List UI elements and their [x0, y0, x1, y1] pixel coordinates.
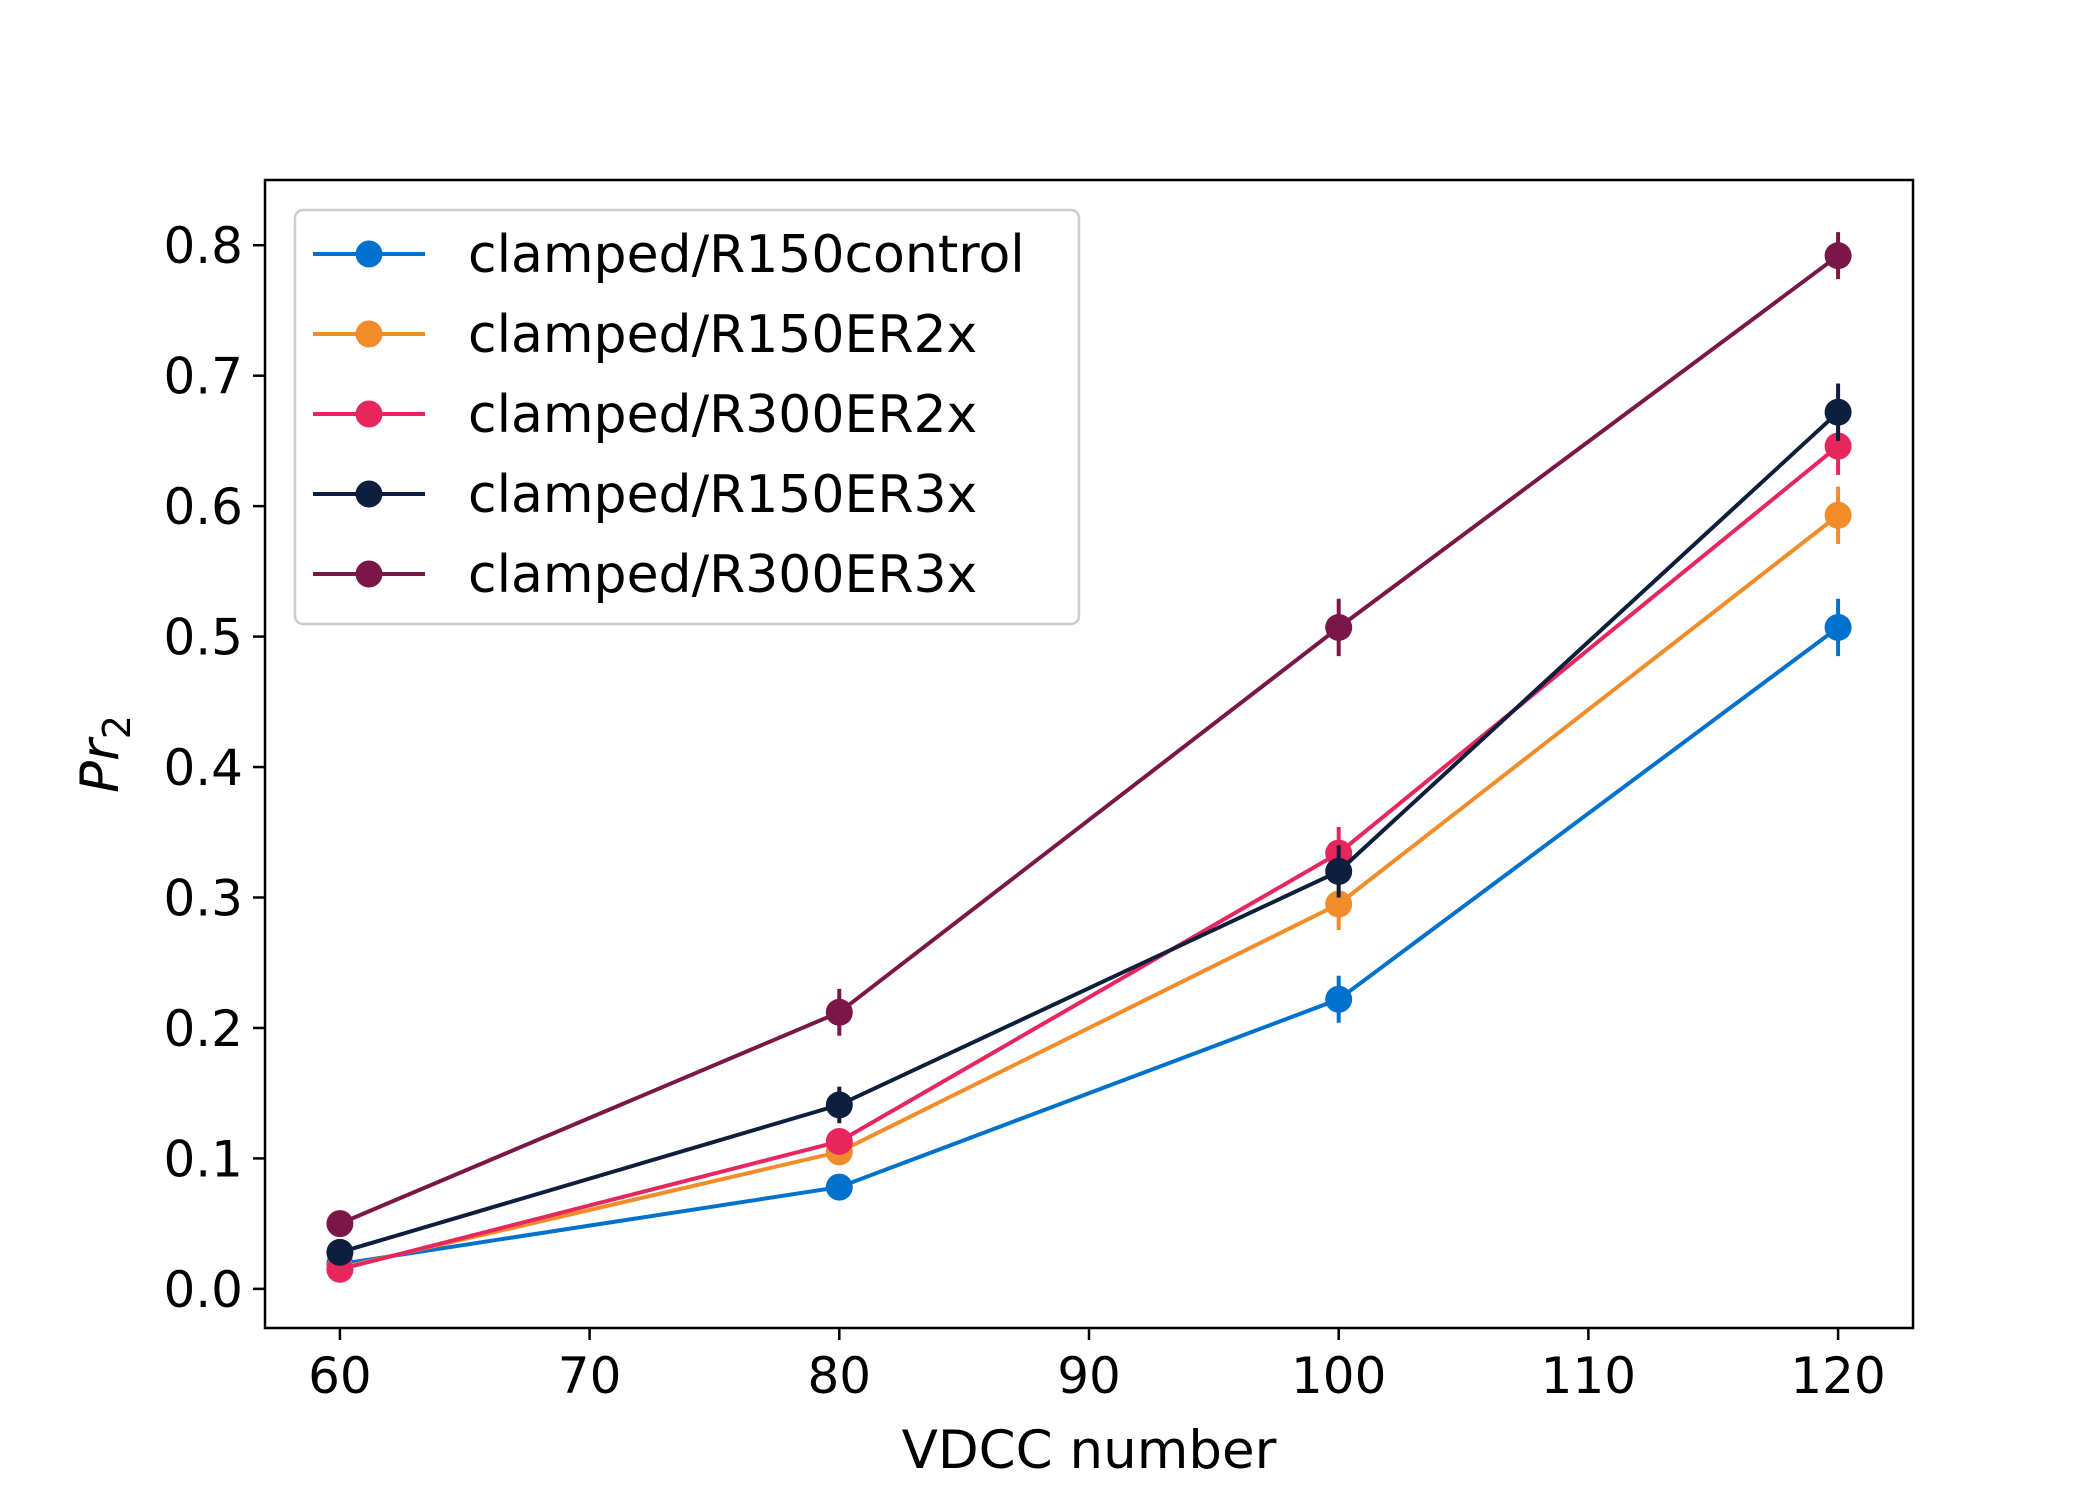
legend-label: clamped/R300ER2x: [468, 385, 977, 445]
data-point: [825, 1173, 853, 1201]
x-axis-label: VDCC number: [902, 1420, 1277, 1481]
data-point: [1325, 857, 1353, 885]
y-tick-label: 0.3: [163, 870, 243, 928]
data-point: [1824, 432, 1852, 460]
x-tick-label: 90: [1057, 1347, 1121, 1405]
x-tick-label: 110: [1541, 1347, 1636, 1405]
legend-label: clamped/R300ER3x: [468, 545, 977, 605]
data-point: [1824, 242, 1852, 270]
data-point: [326, 1238, 354, 1266]
y-tick-label: 0.5: [163, 609, 243, 667]
data-point: [825, 1127, 853, 1155]
y-axis-label-main: Pr: [70, 736, 131, 793]
plot-area: [326, 232, 1852, 1283]
legend-swatch-marker: [355, 240, 383, 268]
data-point: [1824, 613, 1852, 641]
legend-swatch-marker: [355, 400, 383, 428]
data-point: [825, 1091, 853, 1119]
data-point: [326, 1210, 354, 1238]
y-tick-label: 0.6: [163, 478, 243, 536]
x-tick-label: 80: [807, 1347, 871, 1405]
series-4: [326, 383, 1852, 1266]
y-axis-label: Pr2: [70, 715, 139, 793]
series-line: [339, 410, 1840, 1255]
data-point: [1824, 398, 1852, 426]
y-axis-ticks: 0.0 0.1 0.2 0.3 0.4 0.5 0.6 0.7 0.8: [163, 217, 265, 1319]
legend-label: clamped/R150control: [468, 225, 1025, 285]
y-tick-label: 0.4: [163, 739, 243, 797]
data-point: [825, 998, 853, 1026]
series-line: [339, 444, 1840, 1272]
x-tick-label: 120: [1790, 1347, 1885, 1405]
data-point: [1325, 613, 1353, 641]
y-tick-label: 0.0: [163, 1261, 243, 1319]
series-1: [326, 598, 1852, 1278]
y-axis-label-subscript: 2: [95, 715, 139, 739]
legend-swatch-marker: [355, 560, 383, 588]
y-tick-label: 0.7: [163, 348, 243, 406]
legend-swatch-marker: [355, 480, 383, 508]
y-tick-label: 0.2: [163, 1000, 243, 1058]
y-tick-label: 0.8: [163, 217, 243, 275]
legend-box: [293, 208, 1081, 626]
series-line: [339, 513, 1840, 1270]
legend-label: clamped/R150ER3x: [468, 465, 977, 525]
y-tick-label: 0.1: [163, 1130, 243, 1188]
x-tick-label: 70: [558, 1347, 622, 1405]
data-point: [1824, 501, 1852, 529]
x-tick-label: 60: [308, 1347, 372, 1405]
data-point: [1325, 985, 1353, 1013]
legend-label: clamped/R150ER2x: [468, 305, 977, 365]
series-line: [339, 625, 1840, 1267]
series-line: [339, 254, 1840, 1226]
series-5: [326, 232, 1852, 1238]
data-point: [1325, 890, 1353, 918]
legend-swatch-marker: [355, 320, 383, 348]
x-tick-label: 100: [1291, 1347, 1386, 1405]
legend: clamped/R150control clamped/R150ER2x clamp…: [293, 208, 1081, 626]
x-axis-ticks: 60 70 80 90 100 110 120: [308, 1328, 1886, 1405]
